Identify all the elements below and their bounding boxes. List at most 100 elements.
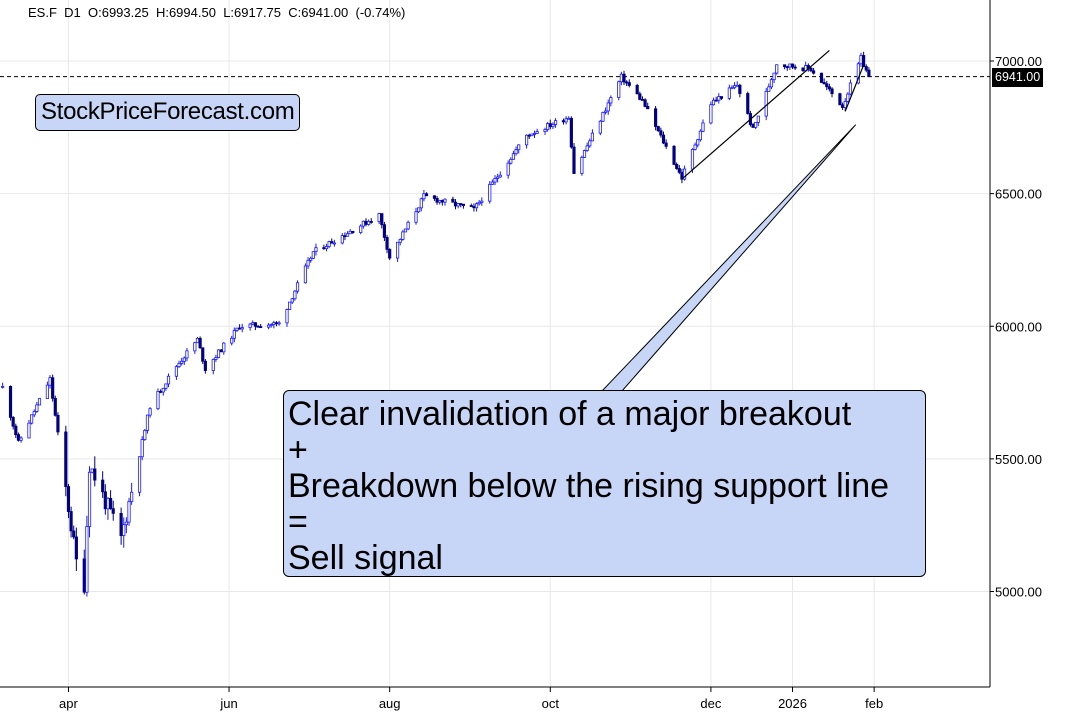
candle-up [214, 357, 218, 360]
candle-up [140, 439, 144, 458]
candle-down [638, 93, 642, 100]
candle-up [240, 327, 244, 330]
candle-up [303, 265, 308, 284]
candle-down [654, 108, 658, 127]
candle-down [274, 322, 279, 325]
ohlc-header: ES.F D1 O:6993.25 H:6994.50 L:6917.75 C:… [28, 5, 405, 20]
candle-down [714, 99, 718, 102]
candle-up [166, 375, 171, 385]
candle-up [509, 158, 513, 164]
candle-up [401, 231, 405, 240]
candle-down [738, 84, 742, 94]
candle-up [127, 501, 131, 523]
candle-up [859, 55, 863, 65]
candle-up [546, 123, 550, 130]
candle-down [640, 99, 645, 101]
candle-up [769, 79, 774, 88]
candle-up [843, 101, 847, 108]
candle-down [656, 126, 660, 132]
candle-up [248, 323, 252, 328]
low-value: L:6917.75 [223, 5, 282, 20]
candle-up [754, 121, 758, 128]
candle-down [825, 83, 829, 88]
candle-up [598, 120, 602, 134]
candle-up [295, 282, 300, 292]
candle-down [119, 512, 123, 537]
candle-down [93, 468, 97, 481]
callout-arrow [600, 124, 857, 392]
candle-up [514, 149, 518, 155]
candle-up [195, 337, 200, 344]
x-tick-label: aug [379, 696, 401, 711]
candle-down [388, 248, 392, 259]
candle-up [474, 203, 479, 209]
x-tick-label: dec [700, 696, 721, 711]
candle-down [793, 66, 797, 69]
candle-up [164, 383, 168, 389]
candle-down [469, 205, 473, 207]
candle-up [277, 322, 281, 325]
candle-up [590, 132, 595, 142]
candle-down [461, 203, 465, 206]
y-tick-label: 5000.00 [995, 585, 1042, 600]
annotation-box: Clear invalidation of a major breakout +… [283, 390, 926, 577]
candle-down [101, 479, 105, 493]
candle-up [230, 337, 234, 344]
candle-up [359, 225, 363, 233]
candle-up [511, 153, 516, 160]
change-value: (-0.74%) [355, 5, 406, 20]
candle-up [730, 87, 734, 90]
symbol-label: ES.F [28, 5, 57, 20]
candle-down [219, 349, 223, 353]
candle-up [145, 414, 150, 431]
candle-up [438, 199, 442, 203]
candle-down [677, 168, 681, 173]
annotation-line: = [288, 503, 308, 541]
candle-down [259, 326, 263, 329]
candle-down [11, 417, 15, 427]
candle-up [696, 139, 700, 146]
candle-up [856, 63, 860, 84]
candle-down [253, 322, 257, 327]
candle-down [625, 81, 629, 84]
candle-up [180, 360, 184, 364]
candle-down [572, 146, 576, 174]
candle-up [309, 257, 313, 261]
candle-up [617, 81, 621, 98]
candle-down [159, 390, 163, 393]
candle-up [443, 198, 447, 203]
trendline [844, 64, 865, 112]
candle-up [693, 144, 697, 150]
candle-up [45, 384, 49, 399]
candle-down [664, 142, 668, 147]
candle-up [345, 233, 350, 237]
candle-down [746, 93, 750, 114]
candle-down [790, 63, 795, 68]
candle-down [622, 73, 626, 83]
y-axis: 7000.00 6500.00 6000.00 5500.00 5000.00 [990, 54, 1042, 600]
candle-down [809, 67, 813, 72]
candle-up [324, 246, 329, 250]
candle-up [285, 309, 289, 324]
candle-up [756, 115, 760, 123]
candle-down [838, 93, 842, 106]
candle-down [16, 434, 21, 441]
candle-down [459, 203, 463, 205]
candle-down [830, 88, 834, 95]
candle-up [846, 93, 850, 102]
candle-up [30, 414, 34, 424]
candle-up [517, 144, 521, 151]
candle-up [211, 359, 215, 371]
candle-down [198, 337, 202, 349]
candle-down [643, 99, 647, 107]
candle-down [66, 486, 71, 512]
candle-up [48, 377, 52, 386]
candle-up [272, 322, 276, 325]
candle-up [222, 342, 226, 353]
candle-down [440, 199, 444, 203]
candle-up [185, 350, 189, 359]
trendlines [681, 49, 865, 180]
candle-up [193, 342, 197, 352]
candle-down [82, 558, 86, 593]
candle-down [238, 327, 242, 330]
